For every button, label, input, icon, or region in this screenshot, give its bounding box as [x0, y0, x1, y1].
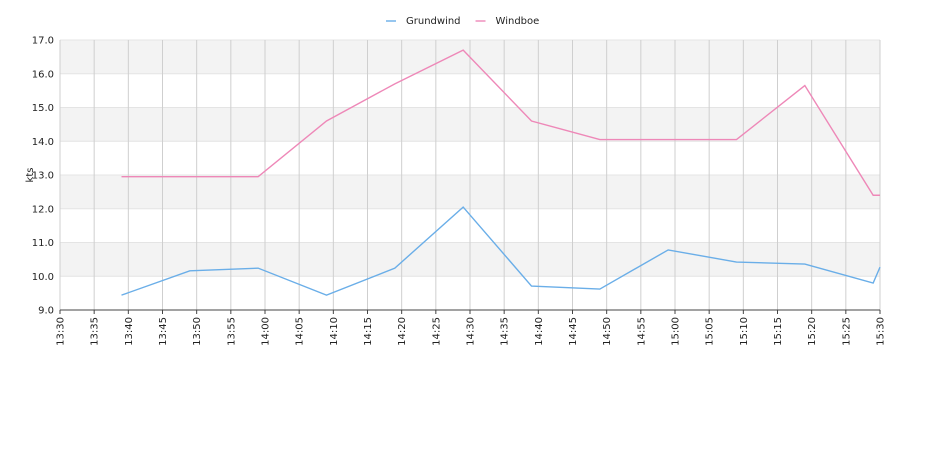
- x-tick-label: 13:35: [90, 317, 101, 346]
- x-tick-label: 14:15: [363, 317, 374, 346]
- y-tick-label: 17.0: [32, 36, 54, 47]
- legend-label: Windboe: [496, 16, 540, 27]
- y-tick-label: 16.0: [32, 69, 54, 80]
- x-tick-label: 14:05: [295, 317, 306, 346]
- x-tick-label: 15:00: [671, 317, 682, 346]
- x-tick-label: 14:55: [636, 317, 647, 346]
- y-tick-label: 14.0: [32, 137, 54, 148]
- y-tick-label: 11.0: [32, 238, 54, 249]
- x-tick-label: 13:55: [226, 317, 237, 346]
- series-line: [121, 206, 881, 296]
- x-tick-label: 13:45: [158, 317, 169, 346]
- legend-label: Grundwind: [406, 16, 461, 27]
- x-tick-label: 15:30: [876, 317, 887, 346]
- x-tick-label: 15:05: [705, 317, 716, 346]
- y-tick-label: 15.0: [32, 103, 54, 114]
- y-tick-label: 10.0: [32, 272, 54, 283]
- y-tick-label: 13.0: [32, 171, 54, 182]
- x-tick-label: 14:40: [534, 317, 545, 346]
- x-tick-label: 14:35: [500, 317, 511, 346]
- x-tick-label: 14:25: [431, 317, 442, 346]
- x-tick-label: 13:50: [192, 317, 203, 346]
- x-tick-label: 15:10: [739, 317, 750, 346]
- x-tick-label: 15:25: [841, 317, 852, 346]
- x-tick-label: 15:15: [773, 317, 784, 346]
- x-tick-label: 14:45: [568, 317, 579, 346]
- y-axis-label: kts: [25, 168, 36, 183]
- x-tick-label: 15:20: [807, 317, 818, 346]
- x-tick-label: 13:40: [124, 317, 135, 346]
- series-line: [121, 49, 880, 196]
- x-tick-label: 14:10: [329, 317, 340, 346]
- y-tick-label: 12.0: [32, 204, 54, 215]
- x-tick-label: 14:20: [397, 317, 408, 346]
- x-tick-label: 14:00: [261, 317, 272, 346]
- x-tick-label: 14:50: [602, 317, 613, 346]
- x-tick-label: 14:30: [466, 317, 477, 346]
- y-tick-label: 9.0: [38, 306, 54, 317]
- x-tick-label: 13:30: [56, 317, 67, 346]
